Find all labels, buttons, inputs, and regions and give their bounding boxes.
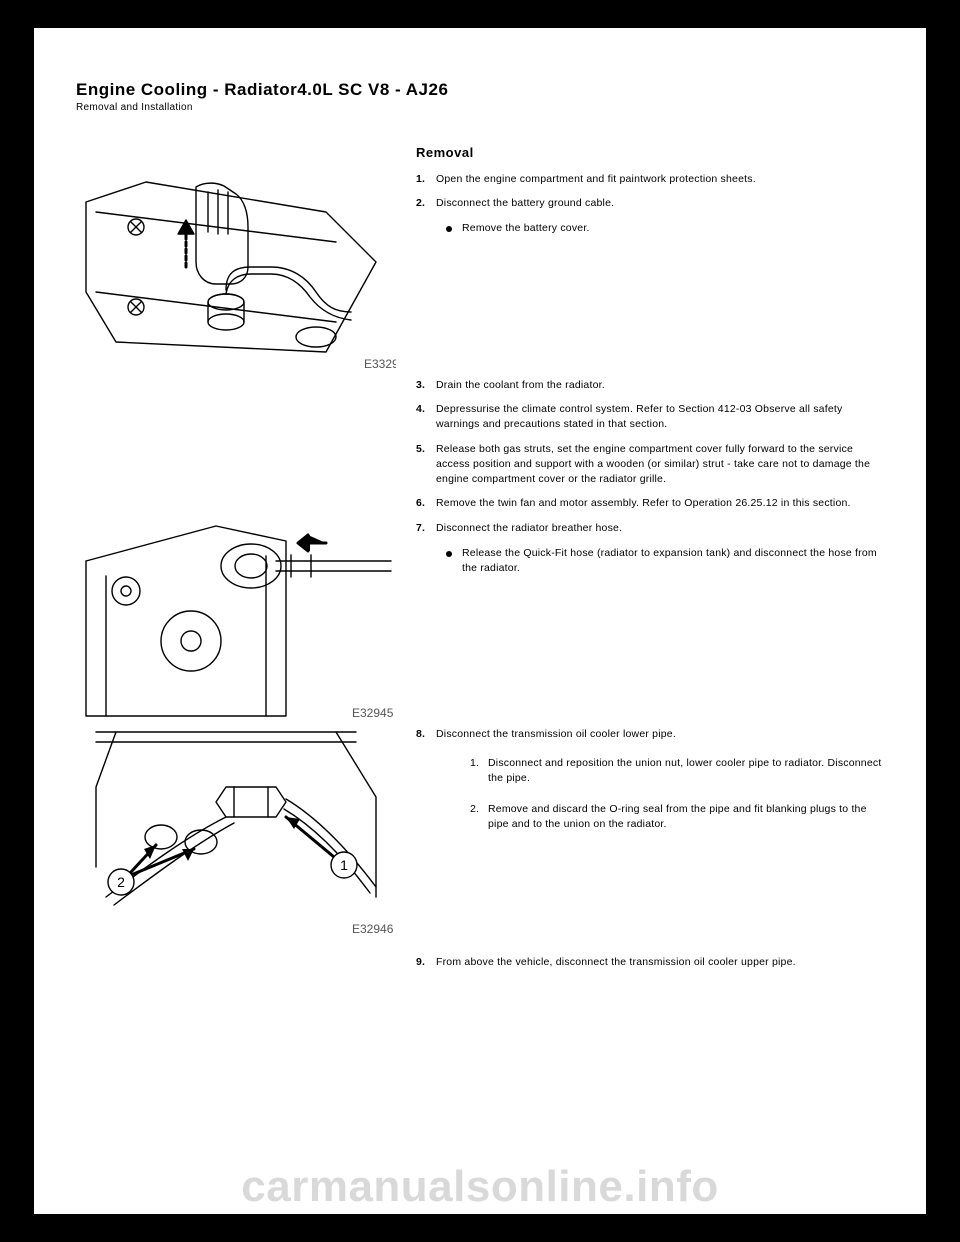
step-8-sub2: 2.Remove and discard the O-ring seal fro… (470, 802, 884, 832)
figure-2: E32945 (76, 521, 396, 721)
step-5: 5.Release both gas struts, set the engin… (416, 442, 884, 488)
step-8-sub1: 1.Disconnect and reposition the union nu… (470, 756, 884, 786)
step-9-block: 9.From above the vehicle, disconnect the… (416, 955, 884, 970)
step-3: 3.Drain the coolant from the radiator. (416, 378, 884, 393)
figure-3-callout-1: 1 (340, 857, 348, 873)
row-fig2: E32945 7.Disconnect the radiator breathe… (76, 521, 884, 721)
step-4: 4.Depressurise the climate control syste… (416, 402, 884, 432)
step-9: 9.From above the vehicle, disconnect the… (416, 955, 884, 970)
row-fig1: E33291 1.Open the engine compartment and… (76, 172, 884, 372)
figure-3-callout-2: 2 (117, 874, 125, 890)
steps-1-2: 1.Open the engine compartment and fit pa… (416, 172, 884, 372)
row-fig3: 2 1 E32946 8.Disconnect the transmission… (76, 727, 884, 937)
section-heading: Removal (416, 145, 884, 160)
page-subtitle: Removal and Installation (76, 102, 884, 113)
figure-2-col: E32945 (76, 521, 416, 721)
figure-1: E33291 (76, 172, 396, 372)
figure-3-col: 2 1 E32946 (76, 727, 416, 937)
figure-3: 2 1 E32946 (76, 727, 396, 937)
page: Engine Cooling - Radiator4.0L SC V8 - AJ… (34, 28, 926, 1214)
figure-1-code: E33291 (364, 357, 396, 371)
step-2: 2.Disconnect the battery ground cable. R… (416, 196, 884, 236)
steps-3-6: 3.Drain the coolant from the radiator. 4… (416, 378, 884, 512)
step-8-col: 8.Disconnect the transmission oil cooler… (416, 727, 884, 937)
figure-1-col: E33291 (76, 172, 416, 372)
step-2-bullet: Remove the battery cover. (444, 221, 884, 236)
step-8: 8.Disconnect the transmission oil cooler… (416, 727, 884, 833)
figure-3-code: E32946 (352, 922, 394, 936)
page-title: Engine Cooling - Radiator4.0L SC V8 - AJ… (76, 80, 884, 100)
step-6: 6.Remove the twin fan and motor assembly… (416, 496, 884, 511)
step-7-col: 7.Disconnect the radiator breather hose.… (416, 521, 884, 721)
step-7: 7.Disconnect the radiator breather hose.… (416, 521, 884, 577)
step-7-bullet: Release the Quick-Fit hose (radiator to … (444, 546, 884, 576)
figure-2-code: E32945 (352, 706, 394, 720)
step-1: 1.Open the engine compartment and fit pa… (416, 172, 884, 187)
